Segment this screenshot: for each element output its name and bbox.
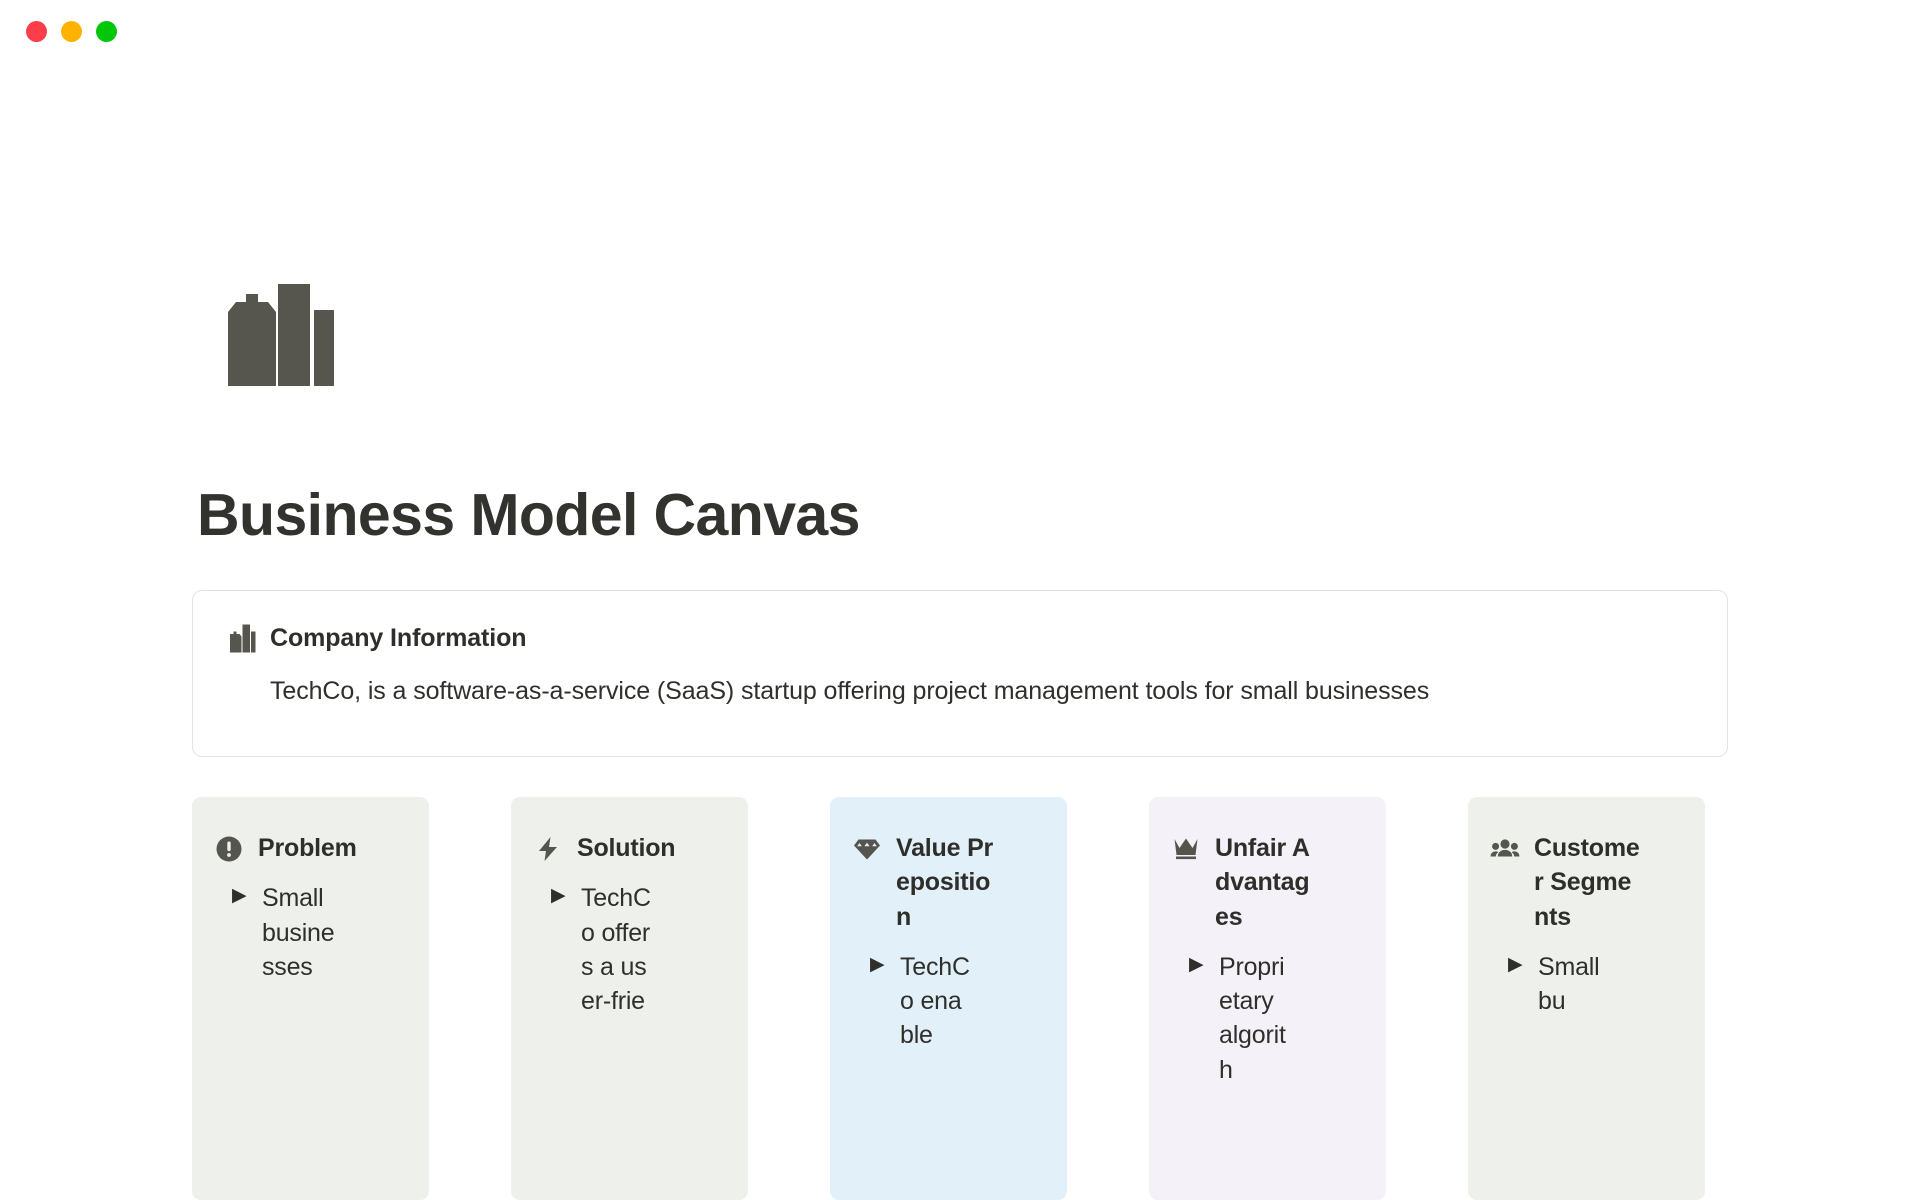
list-item-text: TechCo offers a user-frie bbox=[581, 884, 651, 1015]
canvas-card-items: ▶ Small businesses bbox=[214, 881, 403, 984]
caret-right-icon: ▶ bbox=[1189, 953, 1204, 975]
minimize-window-button[interactable] bbox=[61, 20, 82, 42]
people-group-icon bbox=[1490, 834, 1520, 864]
list-item-text: Small bu bbox=[1538, 952, 1600, 1015]
list-item: ▶ Proprietary algorith bbox=[1189, 950, 1293, 1087]
list-item-text: TechCo enable bbox=[900, 952, 970, 1050]
canvas-card-header: Unfair Advantages bbox=[1171, 831, 1360, 934]
canvas-card-header: Solution bbox=[533, 831, 722, 865]
crown-icon bbox=[1171, 834, 1201, 864]
canvas-card-header: Problem bbox=[214, 831, 403, 865]
company-information-title: Company Information bbox=[270, 623, 527, 652]
canvas-card-header: Customer Segments bbox=[1490, 831, 1679, 934]
list-item: ▶ TechCo offers a user-frie bbox=[551, 881, 655, 1018]
lightning-bolt-icon bbox=[533, 834, 563, 864]
canvas-card-solution[interactable]: Solution ▶ TechCo offers a user-frie bbox=[511, 797, 748, 1200]
zoom-window-button[interactable] bbox=[96, 20, 117, 42]
window-traffic-lights bbox=[26, 20, 117, 42]
list-item: ▶ TechCo enable bbox=[870, 950, 974, 1053]
canvas-card-problem[interactable]: Problem ▶ Small businesses bbox=[192, 797, 429, 1200]
canvas-card-header: Value Preposition bbox=[852, 831, 1041, 934]
canvas-card-title: Solution bbox=[577, 834, 676, 862]
list-item-text: Small businesses bbox=[262, 884, 335, 981]
list-item: ▶ Small businesses bbox=[232, 881, 336, 984]
list-item-text: Proprietary algorith bbox=[1219, 952, 1286, 1084]
canvas-card-title: Value Preposition bbox=[896, 834, 994, 931]
exclamation-circle-icon bbox=[214, 834, 244, 864]
caret-right-icon: ▶ bbox=[1508, 953, 1523, 975]
company-information-description: TechCo, is a software-as-a-service (SaaS… bbox=[270, 677, 1430, 705]
canvas-card-title: Unfair Advantages bbox=[1215, 834, 1310, 931]
canvas-card-items: ▶ Proprietary algorith bbox=[1171, 950, 1360, 1087]
canvas-card-unfair-advantages[interactable]: Unfair Advantages ▶ Proprietary algorith bbox=[1149, 797, 1386, 1200]
canvas-card-items: ▶ TechCo offers a user-frie bbox=[533, 881, 722, 1018]
factory-icon bbox=[218, 276, 334, 386]
canvas-card-value-preposition[interactable]: Value Preposition ▶ TechCo enable bbox=[830, 797, 1067, 1200]
page-title: Business Model Canvas bbox=[197, 482, 860, 548]
canvas-card-title: Customer Segments bbox=[1534, 834, 1640, 931]
window-titlebar bbox=[0, 0, 1920, 62]
canvas-card-items: ▶ TechCo enable bbox=[852, 950, 1041, 1053]
canvas-card-title: Problem bbox=[258, 834, 357, 862]
canvas-card-items: ▶ Small bu bbox=[1490, 950, 1679, 1019]
company-information-panel: Company Information TechCo, is a softwar… bbox=[192, 590, 1728, 757]
caret-right-icon: ▶ bbox=[870, 953, 885, 975]
caret-right-icon: ▶ bbox=[551, 885, 566, 907]
close-window-button[interactable] bbox=[26, 20, 47, 42]
factory-icon bbox=[229, 623, 256, 653]
canvas-card-customer-segments[interactable]: Customer Segments ▶ Small bu bbox=[1468, 797, 1705, 1200]
company-information-header: Company Information bbox=[229, 623, 1691, 653]
list-item: ▶ Small bu bbox=[1508, 950, 1612, 1019]
business-model-canvas-cards: Problem ▶ Small businesses Solution bbox=[192, 797, 1732, 1200]
diamond-icon bbox=[852, 834, 882, 864]
caret-right-icon: ▶ bbox=[232, 885, 247, 907]
